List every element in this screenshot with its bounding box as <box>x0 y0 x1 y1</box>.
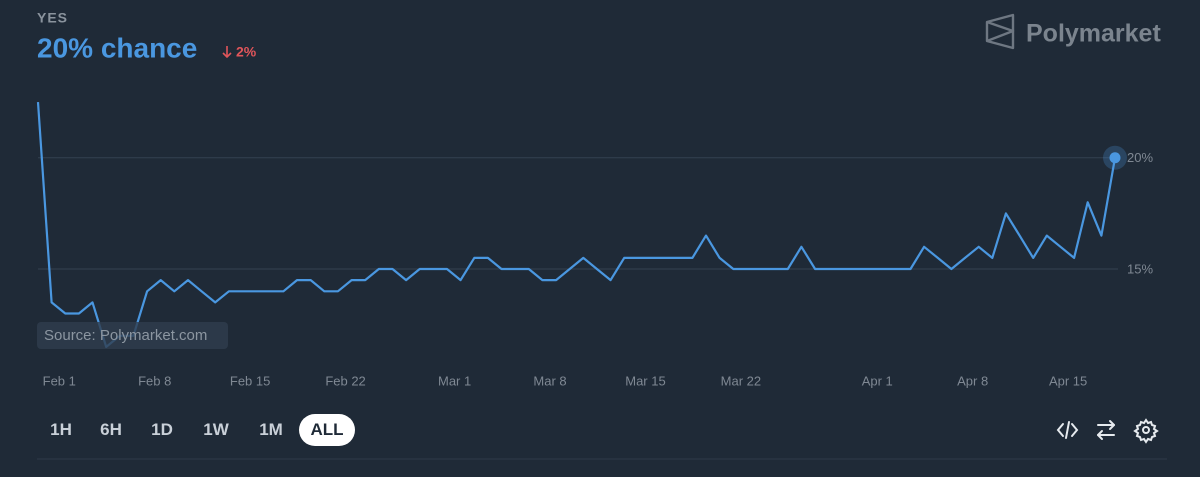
range-button[interactable]: ALL <box>299 414 355 446</box>
x-tick-label: Mar 22 <box>721 373 761 388</box>
range-button[interactable]: 6H <box>100 420 122 439</box>
outcome-label: YES <box>37 10 68 26</box>
x-tick-label: Feb 1 <box>43 373 76 388</box>
headline: 20% chance <box>37 32 197 63</box>
swap-icon[interactable] <box>1097 420 1115 440</box>
source-label: Source: Polymarket.com <box>44 327 207 344</box>
change-label: 2% <box>236 44 257 60</box>
x-tick-label: Mar 15 <box>625 373 665 388</box>
x-tick-label: Feb 15 <box>230 373 270 388</box>
brand-logo <box>985 13 1015 50</box>
x-tick-label: Mar 8 <box>533 373 566 388</box>
y-tick-label: 15% <box>1127 261 1153 276</box>
y-tick-label: 20% <box>1127 150 1153 165</box>
x-tick-label: Feb 22 <box>325 373 365 388</box>
embed-icon[interactable] <box>1056 421 1079 439</box>
x-tick-label: Apr 8 <box>957 373 988 388</box>
end-point <box>1109 152 1121 164</box>
source-badge <box>37 322 228 349</box>
down-arrow <box>222 46 232 59</box>
range-button[interactable]: 1M <box>259 420 283 439</box>
range-button[interactable]: 1H <box>50 420 72 439</box>
line-series <box>36 102 1117 348</box>
range-button[interactable]: 1W <box>203 420 229 439</box>
settings-icon[interactable] <box>1133 418 1159 444</box>
x-tick-label: Feb 8 <box>138 373 171 388</box>
x-tick-label: Mar 1 <box>438 373 471 388</box>
x-tick-label: Apr 15 <box>1049 373 1087 388</box>
range-button[interactable]: 1D <box>151 420 173 439</box>
brand-name: Polymarket <box>1026 20 1161 48</box>
x-tick-label: Apr 1 <box>862 373 893 388</box>
